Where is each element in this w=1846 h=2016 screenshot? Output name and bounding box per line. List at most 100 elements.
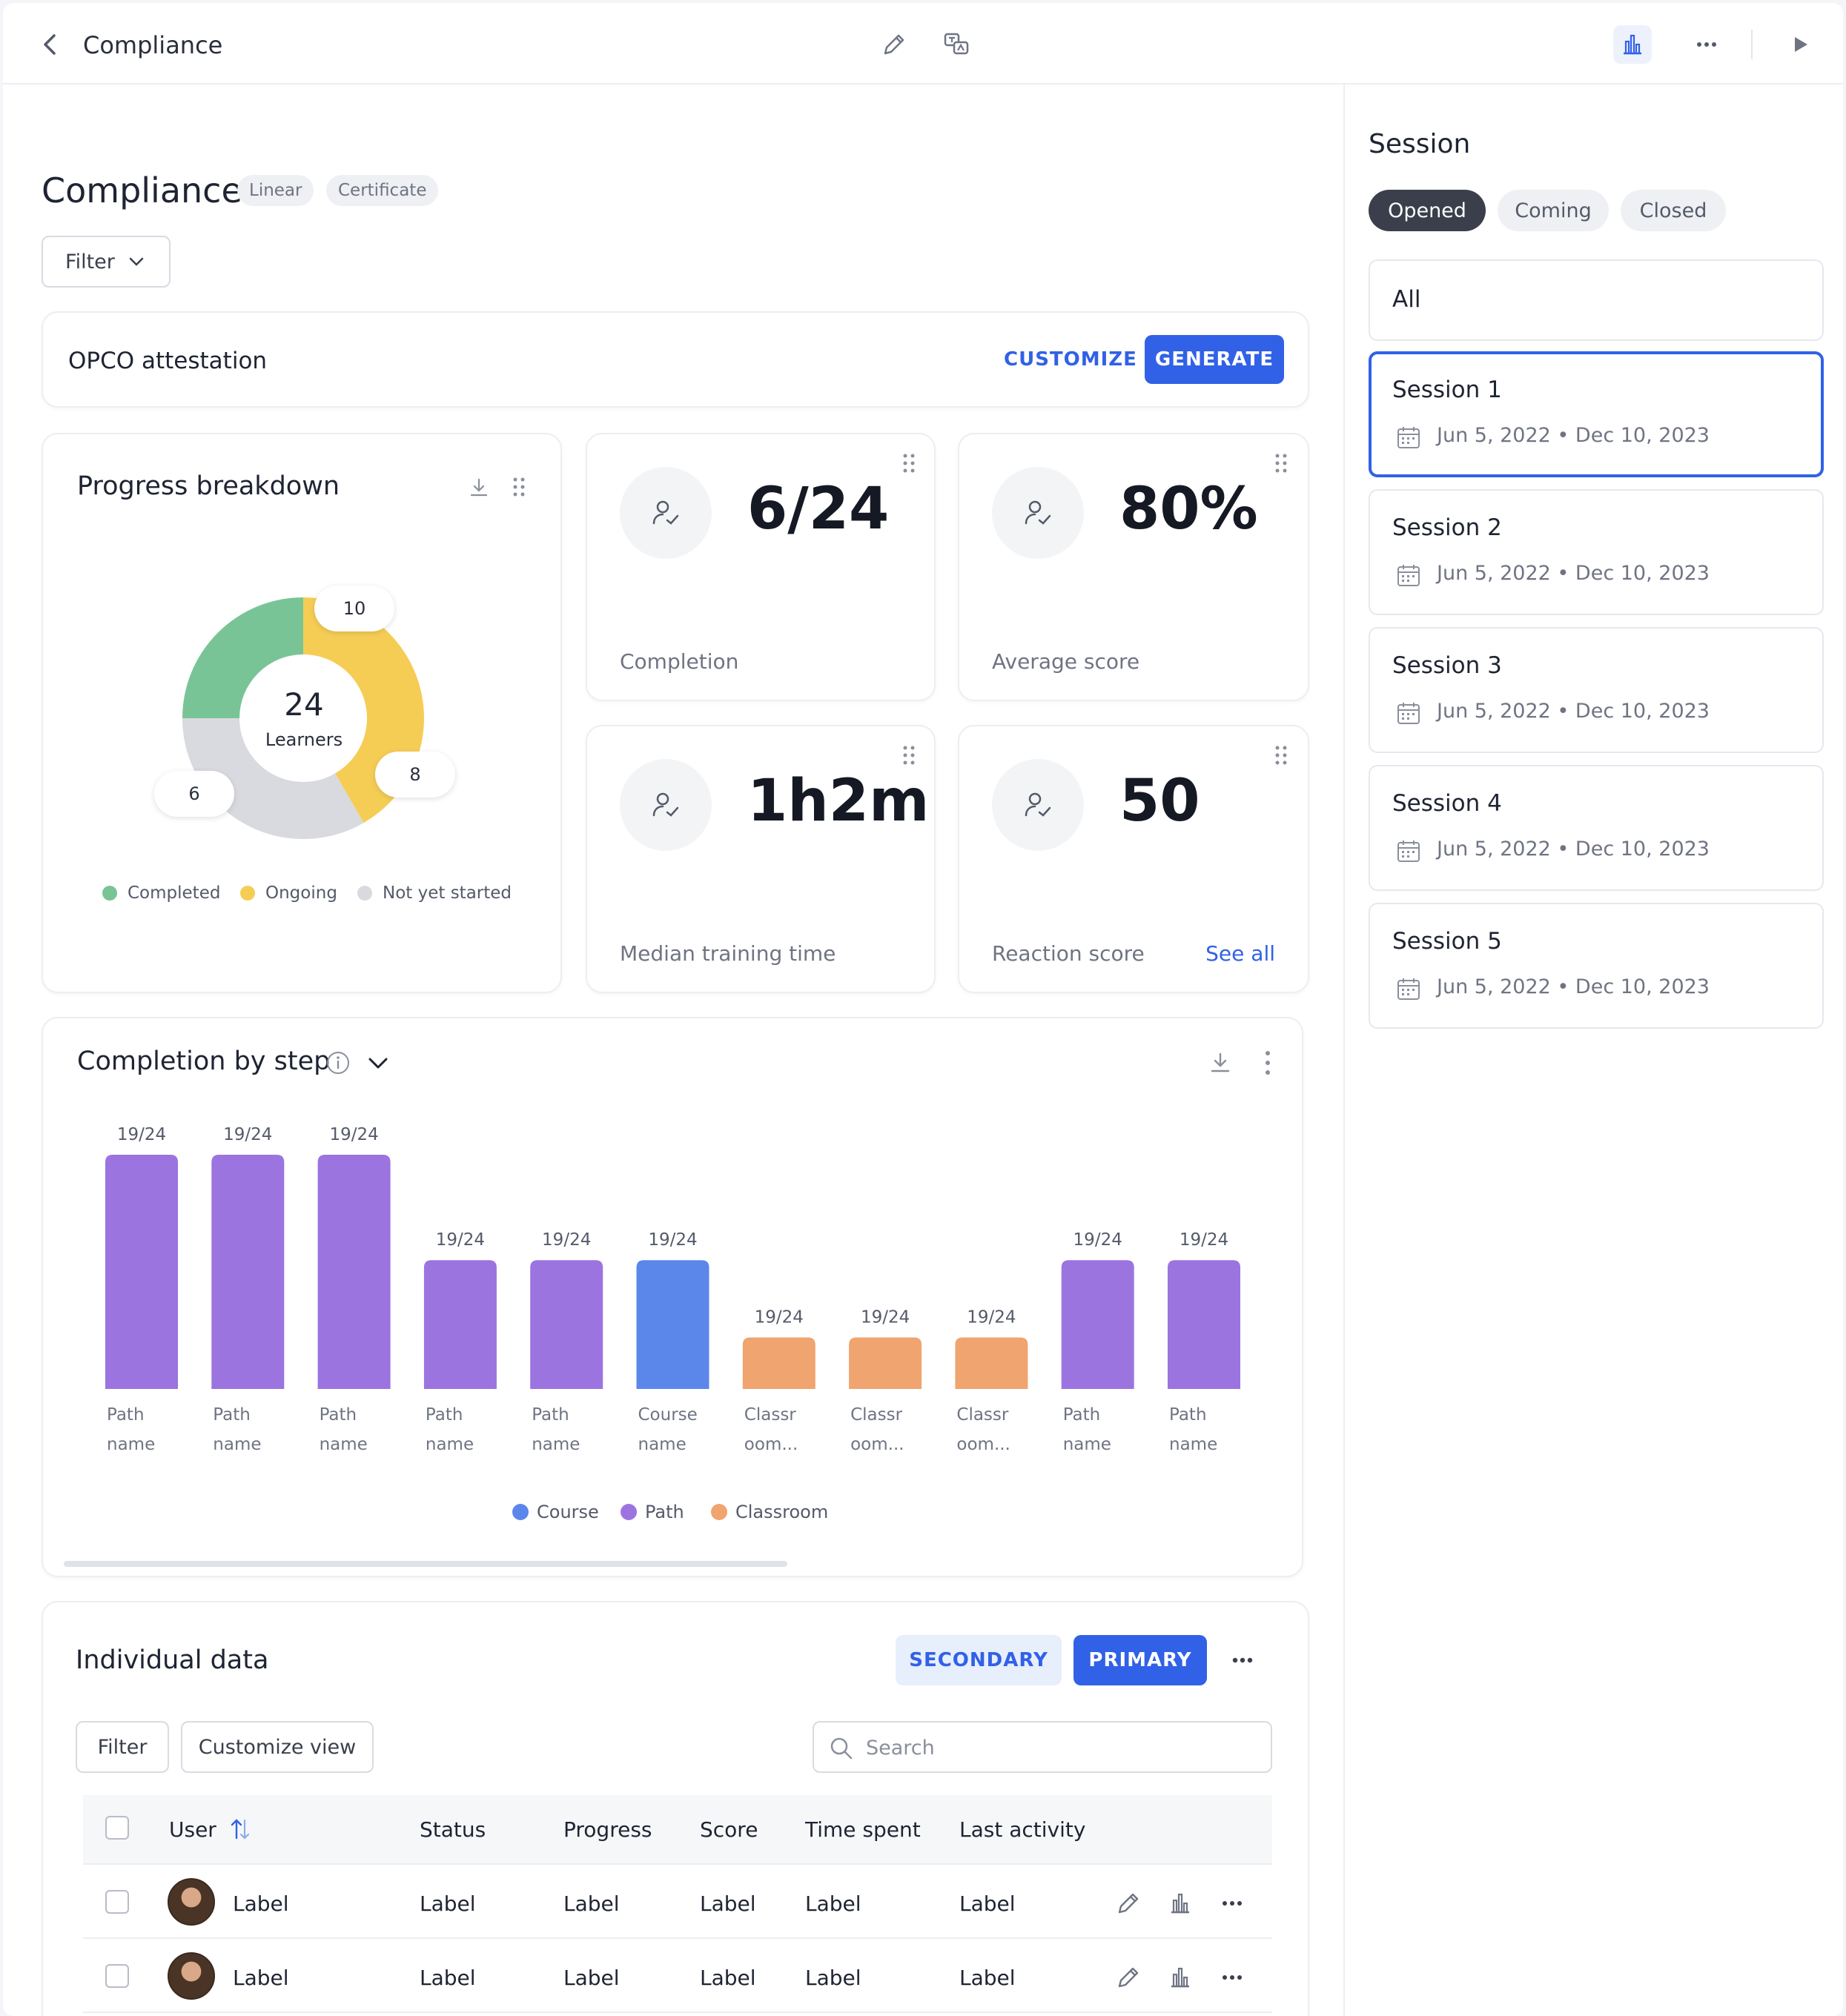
generate-button[interactable]: GENERATE xyxy=(1145,335,1284,384)
legend-dot xyxy=(512,1504,529,1520)
kpi-value: 6/24 xyxy=(747,476,890,543)
bar-value-label: 19/24 xyxy=(1073,1230,1122,1250)
filter-chip-closed[interactable]: Closed xyxy=(1621,190,1726,231)
donut-label-completed: 6 xyxy=(154,771,234,817)
more-icon[interactable] xyxy=(1217,1889,1247,1918)
filter-chip-coming[interactable]: Coming xyxy=(1498,190,1609,231)
row-checkbox[interactable] xyxy=(105,1890,129,1914)
kpi-label: Average score xyxy=(992,649,1140,674)
session-item-4[interactable]: Session 4 Jun 5, 2022 • Dec 10, 2023 xyxy=(1369,765,1824,891)
column-header-time-spent[interactable]: Time spent xyxy=(805,1817,921,1842)
pencil-icon[interactable] xyxy=(875,25,913,64)
bar-category-label: name xyxy=(532,1435,580,1454)
row-checkbox[interactable] xyxy=(105,1964,129,1988)
customize-button[interactable]: CUSTOMIZE xyxy=(1004,348,1137,371)
bar-6[interactable] xyxy=(636,1260,709,1389)
session-panel: Session Opened Coming Closed All Session… xyxy=(1343,84,1843,2016)
bar-value-label: 19/24 xyxy=(117,1125,166,1144)
app-window: Compliance Compliance Linear Certificate… xyxy=(3,3,1843,2016)
download-icon[interactable] xyxy=(1207,1050,1234,1076)
select-all-checkbox[interactable] xyxy=(105,1816,129,1840)
analytics-icon[interactable] xyxy=(1613,25,1652,64)
bar-9[interactable] xyxy=(955,1337,1028,1389)
bar-value-label: 19/24 xyxy=(1180,1230,1228,1250)
primary-button[interactable]: PRIMARY xyxy=(1073,1635,1207,1685)
table-filter-button[interactable]: Filter xyxy=(76,1721,169,1773)
filter-dropdown[interactable]: Filter xyxy=(42,236,171,288)
customize-view-button[interactable]: Customize view xyxy=(181,1721,374,1773)
opco-title: OPCO attestation xyxy=(68,348,268,374)
session-item-1[interactable]: Session 1 Jun 5, 2022 • Dec 10, 2023 xyxy=(1369,351,1824,477)
info-icon[interactable] xyxy=(325,1050,351,1076)
session-item-all[interactable]: All xyxy=(1369,259,1824,341)
session-name: Session 1 xyxy=(1392,377,1502,403)
bar-1[interactable] xyxy=(105,1155,178,1389)
legend-dot xyxy=(102,886,117,901)
drag-handle-icon[interactable] xyxy=(1274,452,1288,474)
chevron-down-icon[interactable] xyxy=(365,1050,391,1076)
translate-icon[interactable] xyxy=(937,25,976,64)
analytics-icon[interactable] xyxy=(1165,1963,1195,1992)
search-input[interactable] xyxy=(866,1734,1251,1761)
bar-2[interactable] xyxy=(211,1155,285,1389)
column-header-last-activity[interactable]: Last activity xyxy=(959,1817,1086,1842)
bar-5[interactable] xyxy=(530,1260,603,1389)
cell-user: Label xyxy=(233,1891,289,1916)
session-dates: Jun 5, 2022 • Dec 10, 2023 xyxy=(1437,562,1710,585)
drag-handle-icon[interactable] xyxy=(902,452,916,474)
see-all-link[interactable]: See all xyxy=(1205,941,1275,966)
drag-handle-icon[interactable] xyxy=(902,744,916,766)
filter-chip-opened[interactable]: Opened xyxy=(1369,190,1486,231)
back-chevron-icon[interactable] xyxy=(36,30,65,59)
bar-10[interactable] xyxy=(1061,1260,1134,1389)
kpi-label: Completion xyxy=(620,649,739,674)
bar-category-label: Path xyxy=(532,1405,569,1425)
column-header-progress[interactable]: Progress xyxy=(563,1817,652,1842)
more-icon[interactable] xyxy=(1217,1963,1247,1992)
bar-3[interactable] xyxy=(317,1155,391,1389)
pencil-icon[interactable] xyxy=(1114,1889,1143,1918)
play-icon[interactable] xyxy=(1781,25,1819,64)
column-header-status[interactable]: Status xyxy=(420,1817,486,1842)
session-name: Session 2 xyxy=(1392,514,1502,541)
sort-icon[interactable] xyxy=(227,1816,254,1843)
bar-11[interactable] xyxy=(1168,1260,1240,1389)
column-header-score[interactable]: Score xyxy=(700,1817,758,1842)
download-icon[interactable] xyxy=(467,476,491,500)
pencil-icon[interactable] xyxy=(1114,1963,1143,1992)
bar-4[interactable] xyxy=(423,1260,497,1389)
bar-7[interactable] xyxy=(742,1337,816,1389)
session-item-5[interactable]: Session 5 Jun 5, 2022 • Dec 10, 2023 xyxy=(1369,903,1824,1029)
drag-handle-icon[interactable] xyxy=(1260,1050,1275,1075)
drag-handle-icon[interactable] xyxy=(512,476,526,498)
user-check-icon xyxy=(992,467,1084,559)
cell-status: Label xyxy=(420,1966,476,1990)
legend-dot xyxy=(711,1504,727,1520)
session-dates: Jun 5, 2022 • Dec 10, 2023 xyxy=(1437,424,1710,447)
horizontal-scrollbar[interactable] xyxy=(64,1561,787,1567)
drag-handle-icon[interactable] xyxy=(1274,744,1288,766)
session-item-2[interactable]: Session 2 Jun 5, 2022 • Dec 10, 2023 xyxy=(1369,489,1824,615)
cell-time-spent: Label xyxy=(805,1891,861,1916)
cell-last-activity: Label xyxy=(959,1966,1016,1990)
cell-last-activity: Label xyxy=(959,1891,1016,1916)
session-item-3[interactable]: Session 3 Jun 5, 2022 • Dec 10, 2023 xyxy=(1369,627,1824,753)
secondary-button[interactable]: SECONDARY xyxy=(896,1635,1062,1685)
session-all-label: All xyxy=(1392,286,1421,313)
bar-value-label: 19/24 xyxy=(329,1125,378,1144)
completion-by-step-card: Completion by step 19/24 Path name 19/24 Pat… xyxy=(42,1017,1303,1577)
completion-bar-chart: 19/24 Path name 19/24 Path name 19/24 Path name 1… xyxy=(105,1125,1240,1522)
kpi-card-reaction-score: 50 Reaction score See all xyxy=(958,725,1309,993)
session-dates: Jun 5, 2022 • Dec 10, 2023 xyxy=(1437,838,1710,861)
more-icon[interactable] xyxy=(1228,1645,1257,1675)
cell-user: Label xyxy=(233,1966,289,1990)
analytics-icon[interactable] xyxy=(1165,1889,1195,1918)
bar-8[interactable] xyxy=(849,1337,922,1389)
column-header-user[interactable]: User xyxy=(169,1817,216,1842)
legend-dot xyxy=(357,886,372,901)
bar-category-label: name xyxy=(1169,1435,1217,1454)
more-icon[interactable] xyxy=(1687,25,1726,64)
bar-category-label: Classr xyxy=(744,1405,797,1425)
bar-category-label: name xyxy=(638,1435,687,1454)
row-divider xyxy=(83,2012,1272,2013)
